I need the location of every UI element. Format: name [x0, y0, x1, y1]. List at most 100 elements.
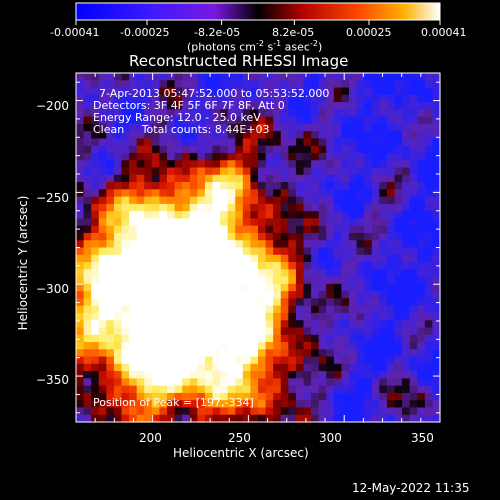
heatmap-cell: [409, 342, 418, 350]
heatmap-cell: [235, 305, 244, 314]
heatmap-cell: [197, 203, 206, 212]
heatmap-cell: [113, 334, 123, 343]
heatmap-cell: [288, 225, 297, 234]
heatmap-cell: [129, 240, 138, 249]
heatmap-cell: [409, 371, 418, 379]
heatmap-cell: [364, 87, 373, 96]
heatmap-cell: [76, 247, 85, 256]
heatmap-cell: [311, 247, 320, 256]
heatmap-cell: [432, 211, 441, 220]
heatmap-cell: [303, 269, 312, 278]
heatmap-cell: [311, 349, 320, 358]
heatmap-cell: [227, 371, 236, 379]
heatmap-cell: [318, 109, 327, 118]
heatmap-cell: [98, 349, 107, 358]
heatmap-cell: [333, 371, 343, 379]
heatmap-cell: [402, 145, 411, 154]
heatmap-cell: [356, 262, 365, 270]
heatmap-cell: [220, 225, 229, 234]
heatmap-cell: [91, 160, 100, 169]
heatmap-cell: [212, 400, 221, 409]
heatmap-cell: [409, 167, 418, 176]
heatmap-cell: [386, 291, 396, 299]
heatmap-cell: [341, 211, 350, 220]
heatmap-cell: [409, 269, 418, 278]
heatmap-cell: [167, 385, 176, 394]
heatmap-cell: [91, 145, 100, 154]
heatmap-cell: [197, 349, 206, 358]
heatmap-cell: [394, 218, 403, 227]
heatmap-cell: [121, 247, 130, 256]
heatmap-cell: [242, 363, 252, 372]
heatmap-cell: [424, 94, 434, 103]
heatmap-cell: [204, 167, 214, 176]
heatmap-cell: [167, 73, 176, 81]
heatmap-cell: [424, 276, 434, 285]
heatmap-cell: [333, 327, 343, 336]
heatmap-cell: [242, 378, 252, 387]
units-part: asec: [281, 40, 310, 54]
heatmap-cell: [106, 392, 115, 401]
heatmap-cell: [326, 291, 335, 299]
heatmap-cell: [326, 80, 335, 89]
heatmap-cell: [212, 298, 221, 307]
heatmap-cell: [151, 334, 161, 343]
heatmap-cell: [159, 138, 168, 147]
heatmap-cell: [227, 385, 236, 394]
heatmap-cell: [106, 269, 115, 278]
heatmap-cell: [136, 392, 145, 401]
heatmap-cell: [379, 152, 388, 161]
heatmap-cell: [409, 407, 418, 416]
heatmap-cell: [333, 400, 343, 409]
heatmap-cell: [174, 407, 183, 416]
heatmap-cell: [91, 218, 100, 227]
heatmap-cell: [197, 232, 206, 241]
heatmap-cell: [76, 94, 85, 103]
heatmap-cell: [409, 189, 418, 198]
heatmap-cell: [250, 225, 259, 234]
heatmap-cell: [151, 342, 161, 350]
heatmap-cell: [250, 218, 259, 227]
heatmap-cell: [432, 232, 441, 241]
heatmap-cell: [159, 320, 168, 329]
heatmap-cell: [417, 218, 426, 227]
heatmap-cell: [326, 167, 335, 176]
heatmap-cell: [409, 152, 418, 161]
heatmap-cell: [318, 305, 327, 314]
heatmap-cell: [129, 218, 138, 227]
heatmap-cell: [159, 305, 168, 314]
heatmap-cell: [386, 327, 396, 336]
heatmap-cell: [295, 203, 305, 212]
heatmap-cell: [424, 378, 434, 387]
heatmap-cell: [174, 232, 183, 241]
heatmap-cell: [273, 305, 282, 314]
heatmap-cell: [174, 320, 183, 329]
heatmap-cell: [424, 414, 434, 423]
heatmap-cell: [288, 400, 297, 409]
heatmap-cell: [311, 167, 320, 176]
heatmap-cell: [189, 262, 198, 270]
heatmap-cell: [144, 167, 153, 176]
heatmap-cell: [333, 414, 343, 423]
heatmap-cell: [356, 218, 365, 227]
heatmap-cell: [91, 211, 100, 220]
heatmap-cell: [91, 152, 100, 161]
heatmap-cell: [235, 189, 244, 198]
heatmap-cell: [212, 334, 221, 343]
heatmap-cell: [197, 160, 206, 169]
heatmap-cell: [204, 291, 214, 299]
heatmap-cell: [258, 283, 267, 292]
heatmap-cell: [174, 342, 183, 350]
heatmap-cell: [106, 247, 115, 256]
heatmap-cell: [356, 254, 365, 263]
heatmap-cell: [212, 189, 221, 198]
heatmap-cell: [402, 94, 411, 103]
heatmap-cell: [91, 283, 100, 292]
heatmap-cell: [189, 196, 198, 205]
heatmap-cell: [409, 400, 418, 409]
heatmap-cell: [235, 167, 244, 176]
heatmap-cell: [204, 189, 214, 198]
heatmap-cell: [212, 363, 221, 372]
heatmap-cell: [356, 203, 365, 212]
heatmap-cell: [280, 240, 289, 249]
